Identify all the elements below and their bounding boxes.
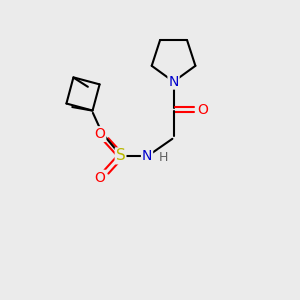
Text: N: N (168, 75, 179, 89)
Text: N: N (142, 149, 152, 163)
Text: O: O (198, 103, 208, 117)
Text: O: O (94, 127, 105, 141)
Text: O: O (94, 171, 105, 185)
Text: S: S (116, 148, 125, 164)
Text: H: H (159, 151, 169, 164)
